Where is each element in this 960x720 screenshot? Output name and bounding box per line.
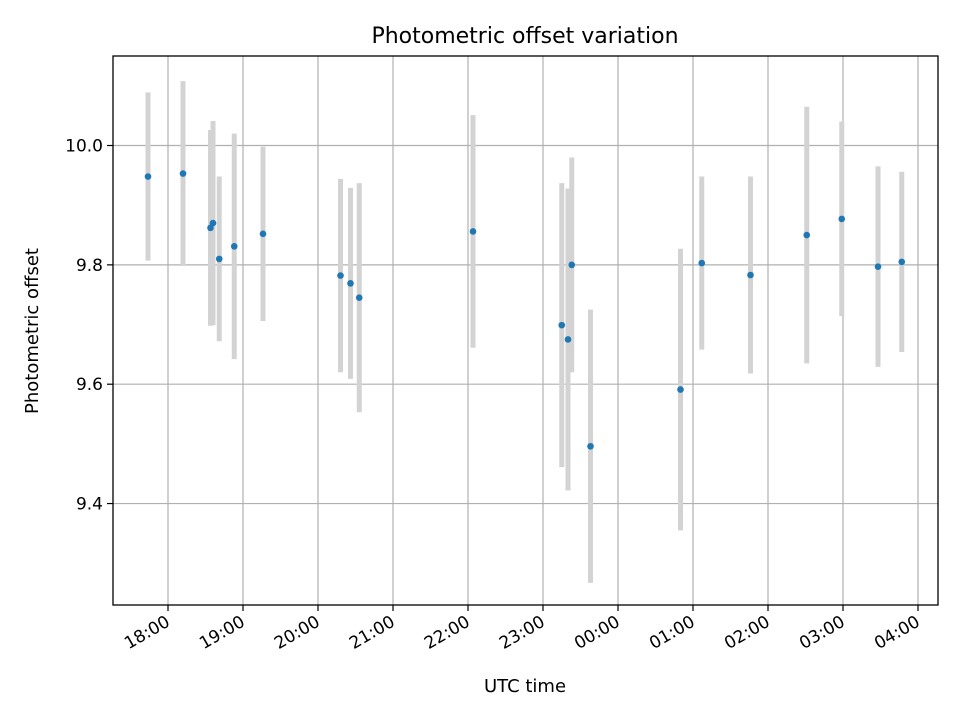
plot-frame [112,55,939,606]
data-point [587,442,594,450]
y-tick-label: 9.8 [76,256,103,276]
data-point [568,261,576,269]
x-tick-label: 03:00 [796,612,848,654]
x-tick-label: 21:00 [346,612,398,654]
x-tick-label: 01:00 [646,612,698,654]
data-point [144,173,152,180]
x-tick-label: 18:00 [121,612,173,654]
data-layer [144,81,906,583]
data-point [898,258,906,266]
data-point [209,219,217,227]
y-tick-label: 9.4 [76,495,103,515]
chart-title: Photometric offset variation [371,24,678,49]
data-point [698,259,706,267]
data-point [874,263,882,270]
x-tick-label: 19:00 [196,612,248,654]
data-point [347,280,354,287]
data-point [677,386,684,393]
data-point [747,271,754,279]
data-point [230,243,238,250]
data-point [838,215,846,223]
data-point [179,170,187,177]
data-point [558,321,566,329]
data-point [355,294,363,301]
axis-layer: 18:00 19:00 20:00 21:00 22:00 23:00 00:00 01:00… [65,137,923,654]
grid-layer [113,56,938,605]
data-point [259,230,267,238]
y-axis-label: Photometric offset [22,248,43,414]
x-tick-label: 20:00 [271,612,323,654]
x-tick-label: 23:00 [496,612,548,654]
x-tick-label: 04:00 [871,612,923,654]
y-tick-label: 10.0 [65,137,103,157]
data-point [803,231,811,239]
y-tick-label: 9.6 [76,375,103,395]
x-tick-label: 22:00 [421,612,473,654]
data-point [337,272,344,279]
x-tick-label: 02:00 [721,612,773,654]
data-point [564,336,572,343]
data-point [469,228,477,235]
data-point [215,255,223,263]
x-axis-label: UTC time [484,676,566,697]
x-tick-label: 00:00 [571,612,623,654]
